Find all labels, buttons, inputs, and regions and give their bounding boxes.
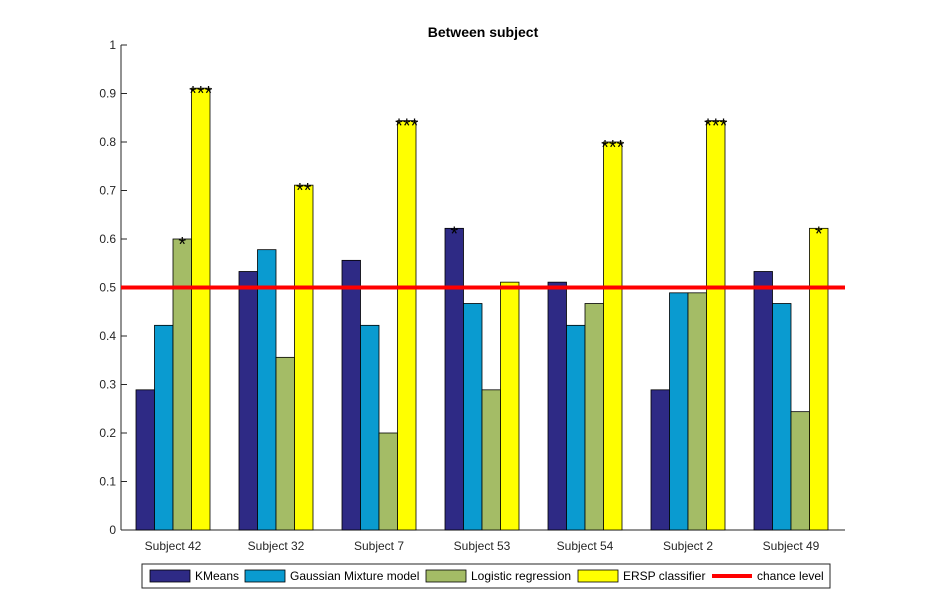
y-tick-label: 0.9	[99, 87, 116, 101]
bar	[341, 259, 361, 531]
bar	[257, 249, 277, 531]
legend-label: Gaussian Mixture model	[290, 569, 419, 583]
bar	[706, 120, 726, 531]
bar	[584, 303, 604, 531]
x-tick-label: Subject 54	[557, 539, 614, 553]
x-tick-label: Subject 32	[248, 539, 305, 553]
y-tick-label: 0	[109, 523, 116, 537]
y-tick-label: 0.5	[99, 281, 116, 295]
bar	[772, 303, 792, 531]
y-tick-label: 0.1	[99, 475, 116, 489]
x-tick-label: Subject 53	[454, 539, 511, 553]
x-tick-label: Subject 49	[763, 539, 820, 553]
y-tick-label: 0.8	[99, 135, 116, 149]
legend-swatch	[577, 569, 619, 583]
significance-marker: *	[178, 234, 186, 256]
x-tick-label: Subject 2	[663, 539, 713, 553]
significance-marker: ***	[395, 116, 419, 138]
bar	[809, 227, 829, 531]
y-tick-label: 0.7	[99, 184, 116, 198]
significance-marker: ***	[704, 116, 728, 138]
y-tick-label: 1	[109, 38, 116, 52]
x-tick-label: Subject 42	[145, 539, 202, 553]
bar	[360, 324, 380, 531]
bar	[135, 389, 155, 531]
legend-label: KMeans	[195, 569, 239, 583]
legend-swatch	[149, 569, 191, 583]
bar	[378, 432, 398, 531]
significance-marker: ***	[189, 83, 213, 105]
y-tick-label: 0.4	[99, 329, 116, 343]
significance-marker: *	[450, 223, 458, 245]
bar	[603, 141, 623, 531]
bar	[481, 389, 501, 531]
bar	[294, 184, 314, 531]
chart-title: Between subject	[428, 24, 539, 40]
bar	[444, 227, 464, 531]
legend-swatch	[244, 569, 286, 583]
bar	[547, 281, 567, 531]
bar	[566, 324, 586, 531]
legend-label: ERSP classifier	[623, 569, 705, 583]
bar	[463, 303, 483, 531]
bar	[790, 411, 810, 531]
legend: KMeans Gaussian Mixture model Logistic reg…	[141, 563, 831, 589]
bar	[397, 120, 417, 531]
bar	[154, 324, 174, 531]
significance-marker: **	[296, 180, 312, 202]
legend-label: Logistic regression	[471, 569, 571, 583]
bars-group	[135, 87, 829, 531]
bar	[687, 292, 707, 531]
legend-label: chance level	[757, 569, 824, 583]
bar	[191, 87, 211, 531]
y-tick-label: 0.2	[99, 426, 116, 440]
bar	[500, 281, 520, 531]
bar	[275, 356, 295, 531]
y-tick-label: 0.6	[99, 232, 116, 246]
bar	[238, 271, 258, 531]
significance-marker: ***	[601, 137, 625, 159]
bar	[753, 271, 773, 531]
bar	[669, 292, 689, 531]
x-tick-label: Subject 7	[354, 539, 404, 553]
y-tick-label: 0.3	[99, 378, 116, 392]
significance-markers-group: *****************	[178, 83, 823, 256]
legend-swatch	[425, 569, 467, 583]
significance-marker: *	[815, 223, 823, 245]
bar	[172, 238, 192, 531]
bar	[650, 389, 670, 531]
